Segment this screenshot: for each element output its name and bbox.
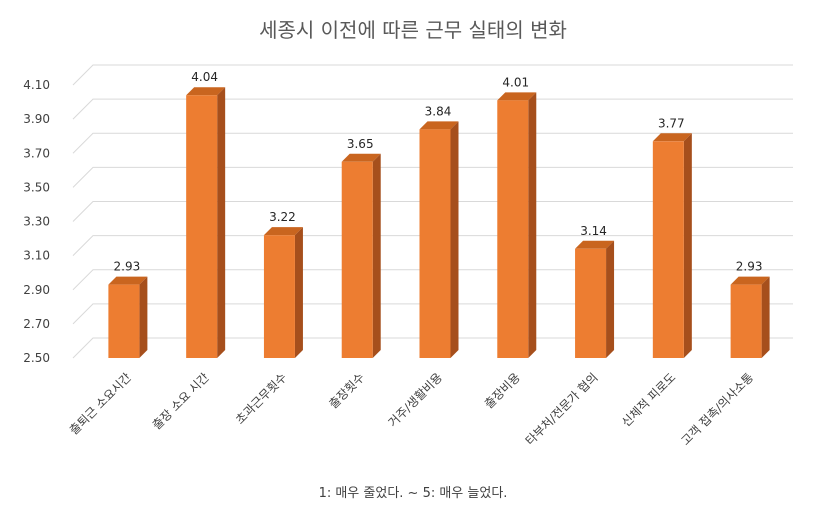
data-label: 3.77 <box>658 116 685 130</box>
category-label: 출퇴근 소요시간 <box>67 370 134 437</box>
y-tick-label: 2.90 <box>23 283 50 297</box>
bars <box>108 87 770 359</box>
y-tick-label: 2.70 <box>23 317 50 331</box>
category-label: 출장 소요 시간 <box>150 370 212 432</box>
category-label: 출장횟수 <box>326 370 367 411</box>
data-labels: 2.93 4.04 3.22 3.65 3.84 4.01 3.14 3.77 2.93 <box>114 70 763 273</box>
category-label: 타부처/전문가 협의 <box>523 370 601 448</box>
bar <box>108 276 148 358</box>
grid-lines <box>72 64 793 359</box>
bar-top-face <box>341 153 381 162</box>
x-axis-categories: 출퇴근 소요시간 출장 소요 시간 초과근무횟수 출장횟수 거주/생활비용 출장비용 타부처… <box>67 370 756 448</box>
bar-top-face <box>108 276 148 285</box>
bar <box>419 121 459 358</box>
bar-front-face <box>341 161 373 358</box>
bar-front-face <box>108 284 140 358</box>
data-label: 4.01 <box>502 75 529 89</box>
category-label: 고객 접촉/의사소통 <box>678 370 756 448</box>
chart-note: 1: 매우 줄었다. ~ 5: 매우 늘었다. <box>318 486 508 501</box>
bar <box>730 276 770 358</box>
bar-side-face <box>139 276 148 358</box>
y-tick-label: 3.50 <box>23 180 50 194</box>
grid-line <box>72 64 793 86</box>
grid-line <box>72 269 793 291</box>
y-tick-label: 4.10 <box>23 78 50 92</box>
grid-line <box>72 132 793 154</box>
bar-side-face <box>606 240 615 358</box>
bar-front-face <box>575 248 607 358</box>
bar-top-face <box>263 227 303 236</box>
bar <box>497 92 537 358</box>
bar-side-face <box>761 276 770 358</box>
bar-top-face <box>186 87 226 96</box>
bar-side-face <box>372 153 381 358</box>
bar-top-face <box>652 133 692 142</box>
bar <box>263 227 303 358</box>
bar <box>652 133 692 358</box>
bar <box>186 87 226 359</box>
data-label: 3.22 <box>269 210 296 224</box>
bar-front-face <box>186 95 218 359</box>
bar-front-face <box>497 100 529 358</box>
y-tick-label: 3.90 <box>23 112 50 126</box>
grid-line <box>72 303 793 325</box>
category-label: 초과근무횟수 <box>233 370 290 427</box>
y-tick-label: 3.10 <box>23 249 50 263</box>
grid-line <box>72 201 793 222</box>
bar-front-face <box>652 141 684 358</box>
bar-top-face <box>419 121 459 130</box>
data-label: 2.93 <box>114 260 141 274</box>
bar-top-face <box>497 92 537 101</box>
category-label: 출장비용 <box>482 370 523 411</box>
y-tick-label: 3.70 <box>23 146 50 160</box>
y-tick-label: 2.50 <box>23 351 50 365</box>
chart-title: 세종시 이전에 따른 근무 실태의 변화 <box>259 18 567 42</box>
bar-top-face <box>575 240 615 249</box>
category-label: 신체적 피로도 <box>619 370 678 429</box>
grid-line <box>72 235 793 256</box>
category-label: 거주/생활비용 <box>386 370 446 430</box>
bar-side-face <box>528 92 537 358</box>
bar <box>341 153 381 358</box>
bar-front-face <box>419 129 451 358</box>
bar <box>575 240 615 358</box>
data-label: 3.14 <box>580 224 607 238</box>
data-label: 3.84 <box>425 104 452 118</box>
bar-side-face <box>294 227 303 358</box>
data-label: 2.93 <box>736 260 763 274</box>
data-label: 4.04 <box>191 70 218 84</box>
grid-line <box>72 166 793 188</box>
grid-line <box>72 98 793 120</box>
data-label: 3.65 <box>347 137 374 151</box>
bar-front-face <box>263 235 295 358</box>
bar-side-face <box>217 87 226 359</box>
bar-side-face <box>450 121 459 358</box>
bar-front-face <box>730 284 762 358</box>
bar-side-face <box>683 133 692 358</box>
grid-line <box>72 337 793 359</box>
y-tick-label: 3.30 <box>23 215 50 229</box>
y-axis-ticks: 2.50 2.70 2.90 3.10 3.30 3.50 3.70 3.90 4.10 <box>23 78 50 365</box>
bar-top-face <box>730 276 770 285</box>
